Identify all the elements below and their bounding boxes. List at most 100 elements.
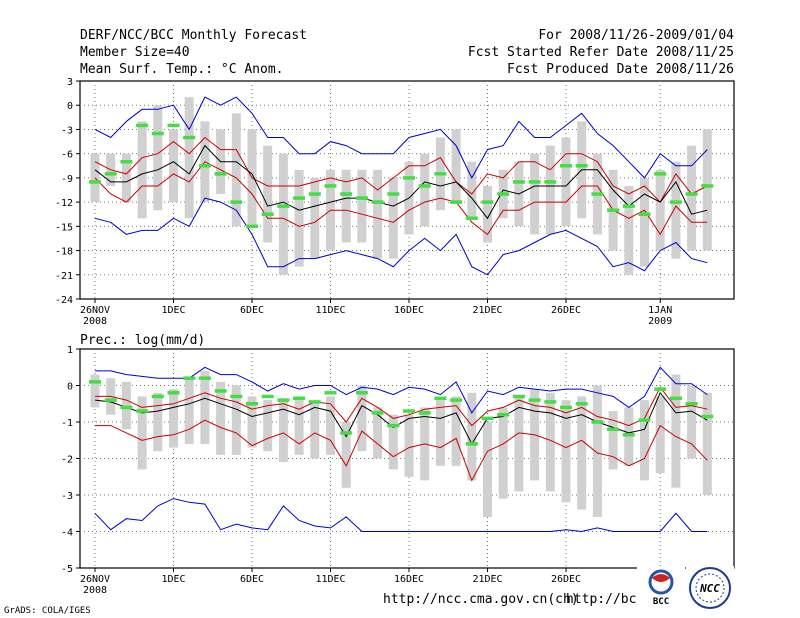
temp-spread-box [483,185,492,243]
temp-xtick-label: 1DEC [161,305,185,316]
temp-ytick-label: -12 [55,198,73,209]
temp-xtick-label: 6DEC [240,305,264,316]
prec-spread-box [608,411,618,470]
temp-spread-box [687,145,697,251]
temp-ytick-label: -15 [55,222,73,233]
prec-spread-box [294,400,304,455]
prec-xtick-label: 26DEC [551,574,581,585]
prec-ytick-label: -4 [61,528,73,539]
temp-xtick-sublabel: 2008 [83,316,107,327]
prec-spread-box [404,414,414,477]
prec-spread-box [373,407,383,459]
prec-xtick-label: 21DEC [472,574,502,585]
temp-mean-sd-line [94,161,708,236]
temp-xtick-sublabel: 2009 [648,316,672,327]
prec-spread-box [137,396,147,470]
temp-spread-box [655,169,665,251]
temp-spread-box [451,129,461,203]
temp-spread-box [153,105,163,211]
temp-xtick-label: 26NOV [80,305,110,316]
prec-spread-box [702,392,712,495]
temp-ytick-label: -18 [55,247,73,258]
prec-spread-box [216,381,226,455]
prec-panel-title: Prec.: log(mm/d) [80,333,205,348]
temp-spread-box [263,145,273,243]
prec-ytick-label: 1 [67,345,73,356]
prec-spread-box [577,396,587,510]
temp-spread-box [310,177,320,259]
prec-spread-box [357,385,367,452]
prec-max-line [95,366,708,414]
temp-ytick-label: -9 [61,174,73,185]
prec-ytick-label: -3 [61,491,73,502]
prec-spread-box [341,422,351,488]
prec-spread-box [169,389,178,448]
prec-spread-box [655,396,665,474]
temp-spread-box [530,153,540,235]
temp-panel-frame [79,80,735,300]
temp-min-line [94,197,708,276]
member-size: Member Size=40 [80,45,190,60]
prec-spread-box [310,403,320,459]
produced-date: Fcst Produced Date 2008/11/26 [507,62,734,77]
prec-spread-box [435,400,445,466]
temp-xtick-label: 1JAN [648,305,672,316]
prec-xtick-sublabel: 2008 [83,585,107,596]
prec-spread-box [483,422,492,517]
prec-spread-box [545,392,555,492]
ncc-logo-text: NCC [699,582,720,595]
prec-xtick-label: 1DEC [161,574,185,585]
temp-ytick-label: 3 [67,77,73,88]
prec-ytick-label: -2 [61,455,73,466]
prec-min-line [94,498,708,533]
ncc-url[interactable]: http://ncc.cma.gov.cn(ch) [383,592,579,607]
temp-spread-box [545,145,555,235]
prec-spread-box [231,385,241,455]
bcc-logo: BCC [637,566,685,610]
temp-spread-box [137,121,147,219]
prec-spread-box [388,414,398,470]
chart-title: DERF/NCC/BCC Monthly Forecast [80,28,307,43]
prec-spread-box [561,400,571,503]
refer-date: Fcst Started Refer Date 2008/11/25 [468,45,734,60]
temp-spread-box [388,177,398,259]
prec-spread-box [263,400,273,452]
prec-spread-box [640,400,649,481]
prec-xtick-label: 26NOV [80,574,110,585]
temp-spread-box [640,177,649,267]
temp-mean-line [94,144,708,220]
temp-xtick-label: 11DEC [315,305,345,316]
temp-spread-box [702,129,712,251]
prec-mean-sd-line [95,386,708,427]
temp-spread-box [420,153,430,227]
prec-spread-box [200,370,210,444]
grads-credit: GrADS: COLA/IGES [4,606,91,616]
prec-ytick-label: -5 [61,564,73,575]
bcc-url[interactable]: http://bcc.c [566,592,660,607]
prec-spread-box [592,385,602,517]
temp-spread-box [90,153,100,203]
temp-spread-box [169,129,178,203]
temp-xtick-label: 21DEC [472,305,502,316]
prec-spread-box [451,396,461,466]
prec-spread-box [624,407,634,466]
temp-spread-box [373,169,383,259]
prec-spread-box [247,396,257,448]
temp-xtick-label: 26DEC [551,305,581,316]
prec-ytick-label: 0 [67,382,73,393]
prec-mean-line [94,391,708,445]
ncc-logo: NCC [686,566,734,612]
temp-spread-box [624,185,634,275]
temp-max-line [94,96,708,179]
temp-mean-sd-line [94,136,708,203]
temp-spread-box [294,169,304,267]
temp-spread-box [278,153,288,275]
prec-mean-sd-line [95,419,708,482]
temp-ytick-label: -21 [55,271,73,282]
prec-ytick-label: -1 [61,418,73,429]
temp-ytick-label: -24 [55,295,73,306]
temp-xtick-label: 16DEC [394,305,424,316]
prec-spread-box [90,374,100,408]
temp-spread-box [341,169,351,243]
